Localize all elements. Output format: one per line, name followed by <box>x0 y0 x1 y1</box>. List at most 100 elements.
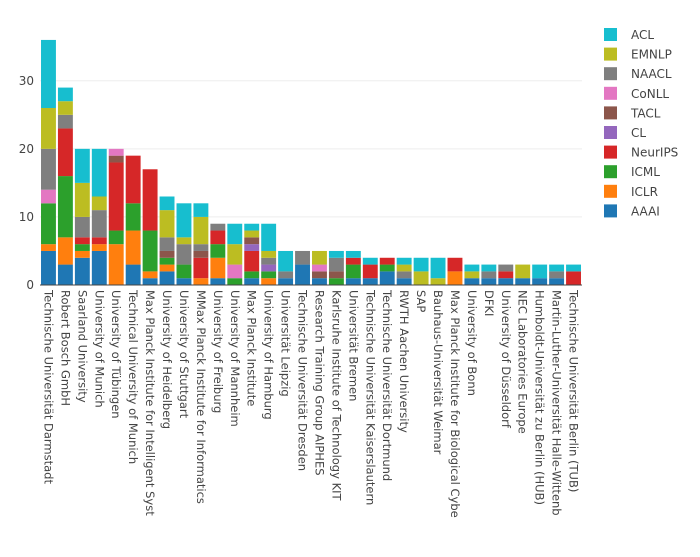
bar-segment-neurips[interactable] <box>193 257 209 279</box>
bar-segment-icml[interactable] <box>379 264 395 272</box>
bar-segment-aaai[interactable] <box>125 264 141 285</box>
bar-segment-acl[interactable] <box>159 196 175 211</box>
bar-segment-emnlp[interactable] <box>413 271 429 285</box>
bar-segment-icml[interactable] <box>176 264 192 279</box>
bar-segment-naacl[interactable] <box>91 210 107 238</box>
bar-segment-aaai[interactable] <box>176 278 192 285</box>
bar-segment-aaai[interactable] <box>464 278 480 285</box>
bar-segment-iclr[interactable] <box>159 264 175 272</box>
bar-segment-emnlp[interactable] <box>464 271 480 279</box>
bar-segment-aaai[interactable] <box>345 278 361 285</box>
bar-segment-icml[interactable] <box>125 203 141 231</box>
bar-segment-conll[interactable] <box>227 264 243 279</box>
bar-segment-acl[interactable] <box>345 250 361 258</box>
bar-segment-neurips[interactable] <box>108 162 124 231</box>
legend-item-neurips[interactable]: NeurIPS <box>604 145 678 160</box>
bar-segment-neurips[interactable] <box>244 250 260 272</box>
legend-item-iclr[interactable]: ICLR <box>604 184 658 199</box>
bar-segment-icml[interactable] <box>345 264 361 279</box>
bar-segment-aaai[interactable] <box>481 278 497 285</box>
bar-segment-acl[interactable] <box>41 39 56 109</box>
legend-item-emnlp[interactable]: EMNLP <box>604 47 672 62</box>
bar-segment-icml[interactable] <box>57 176 73 238</box>
bar-segment-naacl[interactable] <box>193 244 209 251</box>
bar-segment-neurips[interactable] <box>362 264 378 279</box>
bar-segment-acl[interactable] <box>57 87 73 102</box>
bar-segment-emnlp[interactable] <box>430 278 446 285</box>
bar-segment-neurips[interactable] <box>125 155 141 204</box>
bar-segment-naacl[interactable] <box>328 257 344 272</box>
bar-segment-aaai[interactable] <box>57 264 73 285</box>
bar-segment-neurips[interactable] <box>498 271 514 279</box>
bar-segment-iclr[interactable] <box>125 230 141 265</box>
bar-segment-aaai[interactable] <box>74 257 90 285</box>
bar-segment-icml[interactable] <box>261 271 277 279</box>
bar-segment-cl[interactable] <box>261 264 277 272</box>
legend-item-naacl[interactable]: NAACL <box>604 67 672 81</box>
legend-item-tacl[interactable]: TACL <box>604 106 661 120</box>
bar-segment-emnlp[interactable] <box>244 230 260 238</box>
bar-segment-iclr[interactable] <box>74 250 90 258</box>
bar-segment-tacl[interactable] <box>159 250 175 258</box>
legend-item-acl[interactable]: ACL <box>604 28 654 42</box>
bar-segment-aaai[interactable] <box>312 278 327 285</box>
bar-segment-emnlp[interactable] <box>91 196 107 211</box>
bar-segment-icml[interactable] <box>41 203 56 245</box>
bar-segment-naacl[interactable] <box>481 271 497 279</box>
bar-segment-icml[interactable] <box>159 257 175 265</box>
bar-segment-acl[interactable] <box>244 223 260 231</box>
bar-segment-acl[interactable] <box>261 223 277 251</box>
bar-segment-neurips[interactable] <box>345 257 361 265</box>
bar-segment-acl[interactable] <box>227 223 243 245</box>
bar-segment-emnlp[interactable] <box>193 216 209 245</box>
legend-item-cl[interactable]: CL <box>604 126 646 140</box>
bar-segment-naacl[interactable] <box>261 257 277 265</box>
bar-segment-aaai[interactable] <box>91 250 107 285</box>
bar-segment-neurips[interactable] <box>210 230 226 245</box>
bar-segment-aaai[interactable] <box>549 278 565 285</box>
bar-segment-emnlp[interactable] <box>396 264 412 272</box>
bar-segment-acl[interactable] <box>430 257 446 279</box>
bar-segment-acl[interactable] <box>176 203 192 238</box>
bar-segment-aaai[interactable] <box>396 278 412 285</box>
bar-segment-emnlp[interactable] <box>312 250 327 265</box>
bar-segment-iclr[interactable] <box>108 244 124 285</box>
bar-segment-icml[interactable] <box>244 271 260 279</box>
bar-segment-naacl[interactable] <box>74 216 90 238</box>
bar-segment-aaai[interactable] <box>210 278 226 285</box>
bar-segment-tacl[interactable] <box>312 271 327 279</box>
bar-segment-aaai[interactable] <box>244 278 260 285</box>
bar-segment-naacl[interactable] <box>41 148 56 190</box>
bar-segment-aaai[interactable] <box>142 278 158 285</box>
bar-segment-conll[interactable] <box>312 264 327 272</box>
bar-segment-iclr[interactable] <box>91 244 107 251</box>
bar-segment-neurips[interactable] <box>142 169 158 231</box>
bar-segment-iclr[interactable] <box>41 244 56 251</box>
bar-segment-acl[interactable] <box>91 148 107 197</box>
bar-segment-acl[interactable] <box>413 257 429 272</box>
bar-segment-naacl[interactable] <box>159 237 175 251</box>
bar-segment-aaai[interactable] <box>379 271 395 285</box>
bar-segment-acl[interactable] <box>362 257 378 265</box>
bar-segment-acl[interactable] <box>481 264 497 272</box>
bar-segment-icml[interactable] <box>227 278 243 285</box>
legend-item-icml[interactable]: ICML <box>604 165 660 179</box>
bar-segment-naacl[interactable] <box>396 271 412 279</box>
bar-segment-icml[interactable] <box>142 230 158 272</box>
bar-segment-emnlp[interactable] <box>515 264 531 279</box>
bar-segment-tacl[interactable] <box>244 237 260 245</box>
bar-segment-aaai[interactable] <box>295 264 310 285</box>
bar-segment-aaai[interactable] <box>515 278 531 285</box>
bar-segment-emnlp[interactable] <box>74 182 90 217</box>
bar-segment-aaai[interactable] <box>41 250 56 285</box>
bar-segment-iclr[interactable] <box>142 271 158 279</box>
bar-segment-naacl[interactable] <box>278 271 294 279</box>
bar-segment-acl[interactable] <box>328 250 344 258</box>
bar-segment-emnlp[interactable] <box>159 210 175 238</box>
bar-segment-conll[interactable] <box>41 189 56 204</box>
bar-segment-aaai[interactable] <box>278 278 294 285</box>
bar-segment-aaai[interactable] <box>532 278 548 285</box>
legend[interactable]: ACL EMNLP NAACL CoNLL TACL CL NeurIPS ICML ICLR A… <box>604 28 678 218</box>
bar-segment-acl[interactable] <box>193 203 209 217</box>
legend-item-conll[interactable]: CoNLL <box>604 86 669 101</box>
